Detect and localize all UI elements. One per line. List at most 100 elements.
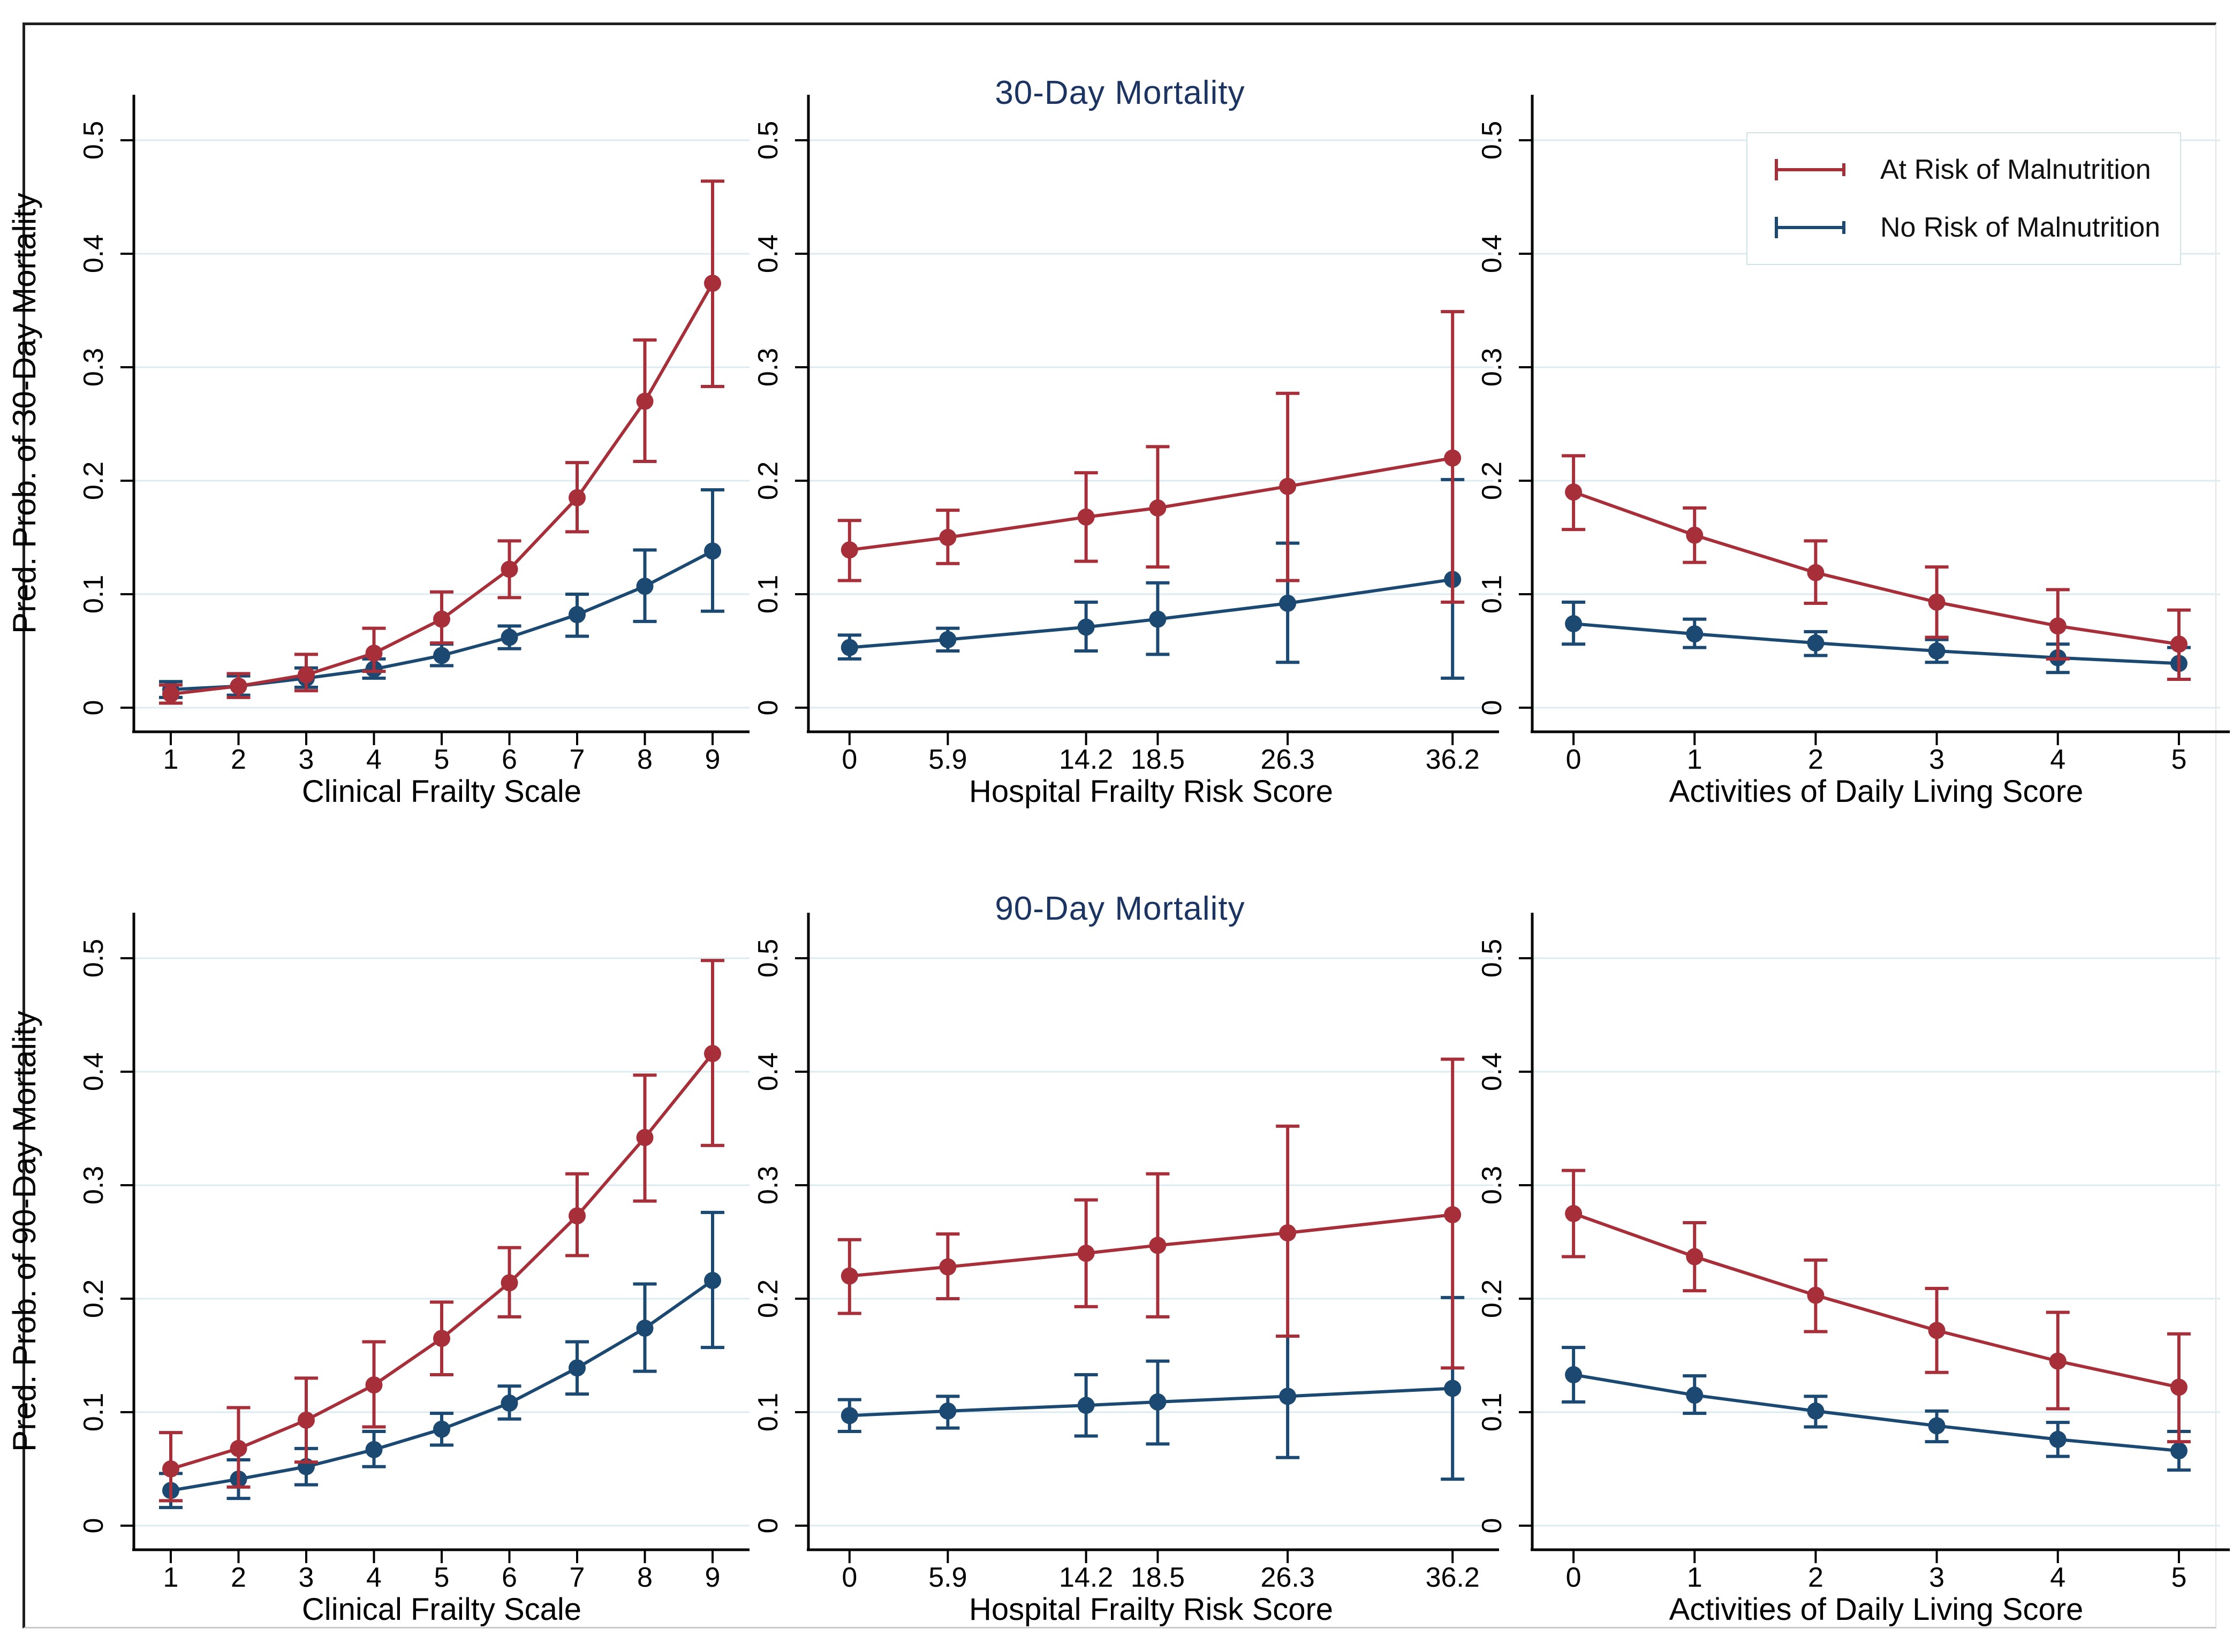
y-tick-label: 0.1 — [753, 575, 784, 613]
y-tick-label: 0.5 — [753, 121, 784, 160]
data-point — [1149, 499, 1167, 517]
data-point — [1565, 1366, 1583, 1384]
y-tick-label: 0.5 — [1477, 121, 1508, 160]
y-tick-label: 0.4 — [78, 1052, 109, 1091]
x-tick-label: 2 — [1808, 744, 1823, 775]
x-tick-label: 0 — [1566, 1562, 1581, 1593]
x-tick-label: 18.5 — [1131, 1562, 1185, 1593]
data-point — [501, 1395, 518, 1412]
row-title-30-day: 30-Day Mortality — [995, 74, 1245, 111]
series-at-risk — [159, 959, 724, 1503]
data-point — [1686, 1248, 1704, 1265]
x-tick-label: 7 — [570, 744, 585, 775]
data-point — [1807, 1402, 1825, 1420]
series-line — [1573, 490, 2180, 646]
data-point — [1565, 1205, 1583, 1222]
data-point — [433, 1330, 450, 1347]
panel-30day-adl-score: 0 0.1 0.2 0.3 0.4 0.5 0 1 2 3 4 5 Activities of Dail… — [1477, 95, 2230, 809]
y-tick-label: 0.1 — [753, 1393, 784, 1431]
panel-30day-hospital-frailty: 0 0.1 0.2 0.3 0.4 0.5 0 5.9 14.2 18.5 26.3 36.2 Hosp… — [753, 95, 1499, 809]
data-point — [1686, 1386, 1704, 1404]
data-point — [1565, 615, 1583, 633]
x-tick-label: 2 — [231, 744, 246, 775]
data-point — [704, 275, 721, 292]
series-no-risk — [1562, 600, 2191, 681]
data-point — [636, 1128, 654, 1146]
data-point — [1807, 634, 1825, 652]
y-tick-label: 0.4 — [1477, 1052, 1508, 1091]
legend-label-no-risk: No Risk of Malnutrition — [1880, 212, 2161, 243]
data-point — [2049, 617, 2067, 635]
x-tick-label: 4 — [366, 1562, 382, 1593]
x-tick-label: 5.9 — [928, 1562, 967, 1593]
y-tick-label: 0.4 — [78, 234, 109, 273]
x-axis-label: Hospital Frailty Risk Score — [969, 774, 1333, 809]
data-point — [636, 392, 654, 410]
error-bar-icon-blue — [1775, 217, 1845, 238]
data-point — [569, 489, 586, 506]
data-point — [1279, 594, 1297, 612]
data-point — [2170, 1442, 2188, 1460]
data-point — [1928, 1417, 1946, 1435]
x-tick-label: 14.2 — [1059, 1562, 1113, 1593]
panel-90day-hospital-frailty: 0 0.1 0.2 0.3 0.4 0.5 0 5.9 14.2 18.5 26.3 36.2 Hosp… — [753, 913, 1499, 1627]
data-point — [939, 1258, 957, 1276]
series-at-risk — [837, 1057, 1465, 1370]
data-point — [298, 1411, 315, 1429]
data-point — [1149, 1237, 1167, 1254]
y-tick-label: 0.5 — [1477, 939, 1508, 977]
x-tick-label: 1 — [1687, 1562, 1702, 1593]
x-tick-label: 6 — [502, 1562, 517, 1593]
x-axis-label: Clinical Frailty Scale — [302, 774, 581, 809]
gridlines — [1532, 957, 2220, 1527]
y-tick-label: 0.2 — [78, 1279, 109, 1318]
y-tick-label: 0.1 — [78, 1393, 109, 1431]
series-line — [849, 1213, 1453, 1278]
y-tick-label: 0 — [753, 1518, 784, 1534]
y-tick-label: 0.3 — [753, 1166, 784, 1204]
series-line — [170, 1052, 714, 1471]
data-point — [704, 1272, 721, 1290]
data-point — [704, 542, 721, 560]
x-axis-label: Activities of Daily Living Score — [1669, 1592, 2084, 1627]
data-point — [162, 685, 179, 703]
data-point — [569, 1359, 586, 1377]
x-tick-label: 5.9 — [928, 744, 967, 775]
series-line — [1573, 622, 2180, 665]
data-point — [704, 1045, 721, 1063]
y-tick-label: 0 — [78, 1518, 109, 1534]
series-line — [1573, 1212, 2180, 1389]
y-tick-label: 0.2 — [1477, 1279, 1508, 1318]
data-point — [939, 1402, 957, 1420]
data-point — [1565, 483, 1583, 501]
legend-item-no-risk: No Risk of Malnutrition — [1770, 211, 2175, 244]
y-tick-label: 0.4 — [753, 1052, 784, 1091]
data-point — [939, 529, 957, 546]
data-point — [501, 560, 518, 578]
data-point — [939, 631, 957, 648]
y-tick-label: 0.2 — [78, 461, 109, 500]
x-axis-label: Clinical Frailty Scale — [302, 1592, 581, 1627]
data-point — [1807, 564, 1825, 581]
x-tick-label: 5 — [434, 1562, 450, 1593]
panel-90day-clinical-frailty: 0 0.1 0.2 0.3 0.4 0.5 1 2 3 4 5 6 7 8 9 Clinical Frailt… — [6, 913, 750, 1627]
data-point — [841, 1407, 858, 1424]
data-point — [1279, 1388, 1297, 1405]
data-point — [2170, 1378, 2188, 1396]
x-tick-label: 4 — [366, 744, 382, 775]
data-point — [1077, 1397, 1095, 1414]
legend-label-at-risk: At Risk of Malnutrition — [1880, 154, 2151, 185]
x-tick-label: 36.2 — [1426, 1562, 1480, 1593]
x-tick-label: 1 — [1687, 744, 1702, 775]
series-at-risk — [159, 179, 724, 705]
data-point — [365, 1441, 383, 1458]
y-tick-label: 0.3 — [1477, 1166, 1508, 1204]
y-axis-label: Pred. Prob. of 90-Day Mortality — [6, 1011, 42, 1452]
data-point — [365, 645, 383, 662]
series-line — [849, 456, 1453, 552]
data-point — [1077, 618, 1095, 636]
x-axis-label: Hospital Frailty Risk Score — [969, 1592, 1333, 1627]
data-point — [1928, 642, 1946, 660]
series-at-risk — [1562, 454, 2191, 681]
x-tick-label: 0 — [842, 744, 857, 775]
